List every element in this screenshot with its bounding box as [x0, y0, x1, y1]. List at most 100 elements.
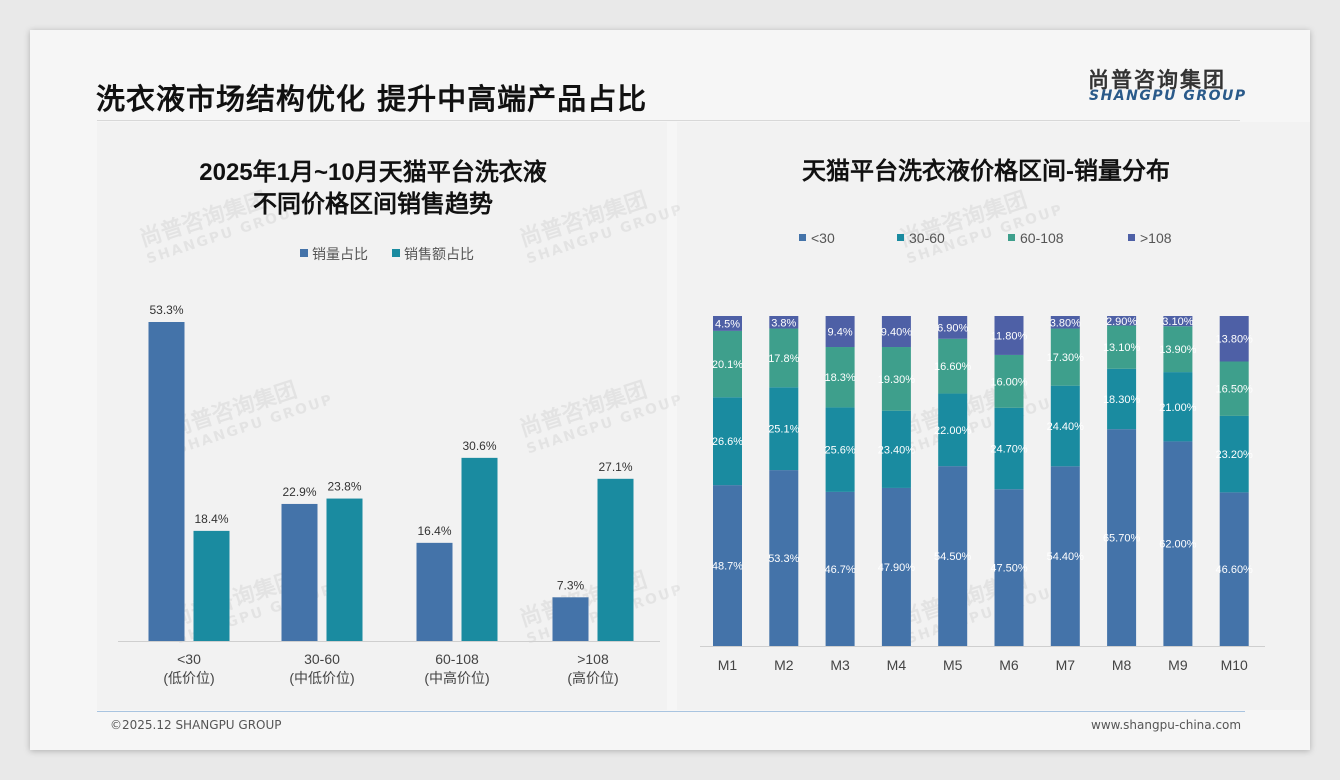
bar-segment — [1050, 466, 1080, 646]
bar-segment — [1107, 429, 1137, 646]
bar — [326, 498, 363, 641]
bar — [281, 503, 318, 641]
bar — [416, 542, 453, 641]
data-label: 20.1% — [712, 359, 743, 371]
footer-website: www.shangpu-china.com — [1091, 718, 1242, 732]
bar-segment — [881, 410, 911, 488]
bar-segment — [769, 470, 799, 646]
bar-segment — [1219, 316, 1249, 362]
bar-segment — [713, 485, 742, 646]
x-tick-label: (中低价位) — [289, 670, 354, 686]
data-label: 27.1% — [598, 460, 632, 474]
bar-segment — [825, 316, 855, 348]
x-tick-label: M10 — [1221, 657, 1248, 673]
bar-segment — [881, 487, 911, 646]
legend-swatch — [1008, 234, 1015, 241]
data-label: 7.3% — [557, 578, 585, 592]
data-label: 22.00% — [934, 425, 972, 437]
data-label: 16.4% — [417, 524, 451, 538]
x-tick-label: (中高价位) — [424, 670, 489, 686]
legend-swatch — [799, 234, 806, 241]
bar-segment — [938, 338, 968, 394]
bar-segment — [1050, 385, 1080, 467]
data-label: 13.90% — [1159, 344, 1197, 356]
data-label: 3.8% — [771, 317, 796, 329]
x-tick-label: (低价位) — [163, 670, 214, 686]
data-label: 25.1% — [768, 424, 799, 436]
chart-title: 不同价格区间销售趋势 — [253, 190, 493, 218]
data-label: 48.7% — [712, 561, 743, 573]
x-tick-label: M7 — [1056, 657, 1076, 673]
x-tick-label: (高价位) — [567, 670, 618, 686]
bar-segment — [769, 387, 799, 471]
bar-segment — [1107, 316, 1137, 326]
bar-segment — [1219, 492, 1249, 646]
data-label: 23.20% — [1216, 449, 1254, 461]
bar — [552, 597, 589, 641]
legend-label: >108 — [1140, 230, 1172, 246]
bar-segment — [938, 316, 968, 339]
data-label: 16.60% — [934, 361, 972, 373]
chart-title: 2025年1月~10月天猫平台洗衣液 — [199, 158, 546, 186]
bar-segment — [994, 407, 1024, 490]
x-tick-label: M5 — [943, 657, 963, 673]
x-tick-label: M1 — [718, 657, 738, 673]
bar-segment — [994, 489, 1024, 646]
data-label: 4.5% — [715, 318, 740, 330]
data-label: 24.70% — [990, 443, 1028, 455]
bar-segment — [994, 316, 1024, 355]
bar-segment — [769, 328, 799, 388]
footer-divider — [97, 711, 1245, 712]
data-label: 22.9% — [282, 485, 316, 499]
x-tick-label: M4 — [887, 657, 907, 673]
chart-title: 天猫平台洗衣液价格区间-销量分布 — [802, 157, 1170, 185]
x-tick-label: <30 — [177, 651, 201, 667]
legend-label: 30-60 — [909, 230, 945, 246]
x-tick-label: M6 — [999, 657, 1019, 673]
right-stacked-bar-chart: 天猫平台洗衣液价格区间-销量分布 <30 30-60 60-108 >108 48.7% 2… — [700, 157, 1265, 673]
data-label: 2.90% — [1106, 316, 1137, 328]
data-label: 16.50% — [1216, 384, 1254, 396]
data-label: 21.00% — [1159, 402, 1197, 414]
bar — [461, 457, 498, 641]
data-label: 53.3% — [768, 553, 799, 565]
data-label: 47.90% — [878, 562, 916, 574]
x-tick-label: M3 — [830, 657, 850, 673]
data-label: 47.50% — [990, 563, 1028, 575]
legend-swatch — [897, 234, 904, 241]
legend-label: 销量占比 — [312, 246, 368, 262]
data-label: 23.8% — [327, 480, 361, 494]
data-label: 26.6% — [712, 436, 743, 448]
data-label: 13.80% — [1216, 334, 1254, 346]
legend-swatch — [392, 249, 400, 257]
data-label: 18.3% — [824, 372, 855, 384]
logo-text-en: SHANGPU GROUP — [1089, 88, 1247, 104]
legend-swatch — [1128, 234, 1135, 241]
bar-segment — [938, 466, 968, 646]
data-label: 11.80% — [991, 330, 1028, 342]
data-label: 46.60% — [1216, 564, 1254, 576]
bar-segment — [994, 354, 1024, 408]
x-tick-label: M8 — [1112, 657, 1132, 673]
data-label: 23.40% — [878, 444, 916, 456]
x-tick-label: M2 — [774, 657, 794, 673]
bar-segment — [1219, 361, 1249, 416]
page-title: 洗衣液市场结构优化 提升中高端产品占比 — [96, 82, 648, 116]
data-label: 13.10% — [1103, 342, 1141, 354]
data-label: 54.40% — [1047, 551, 1085, 563]
bar — [597, 478, 634, 641]
data-label: 62.00% — [1159, 539, 1197, 551]
data-label: 30.6% — [462, 439, 496, 453]
bar-segment — [938, 393, 968, 467]
footer-copyright: ©2025.12 SHANGPU GROUP — [110, 718, 282, 732]
header-divider — [97, 120, 1240, 121]
bar-segment — [769, 316, 799, 329]
data-label: 3.80% — [1050, 317, 1081, 329]
bar-segment — [825, 407, 855, 492]
data-label: 25.6% — [824, 445, 855, 457]
legend-label: 销售额占比 — [404, 246, 474, 262]
bar-segment — [1163, 316, 1193, 327]
data-label: 17.8% — [768, 353, 799, 365]
data-label: 6.90% — [937, 322, 968, 334]
data-label: 65.70% — [1103, 533, 1141, 545]
